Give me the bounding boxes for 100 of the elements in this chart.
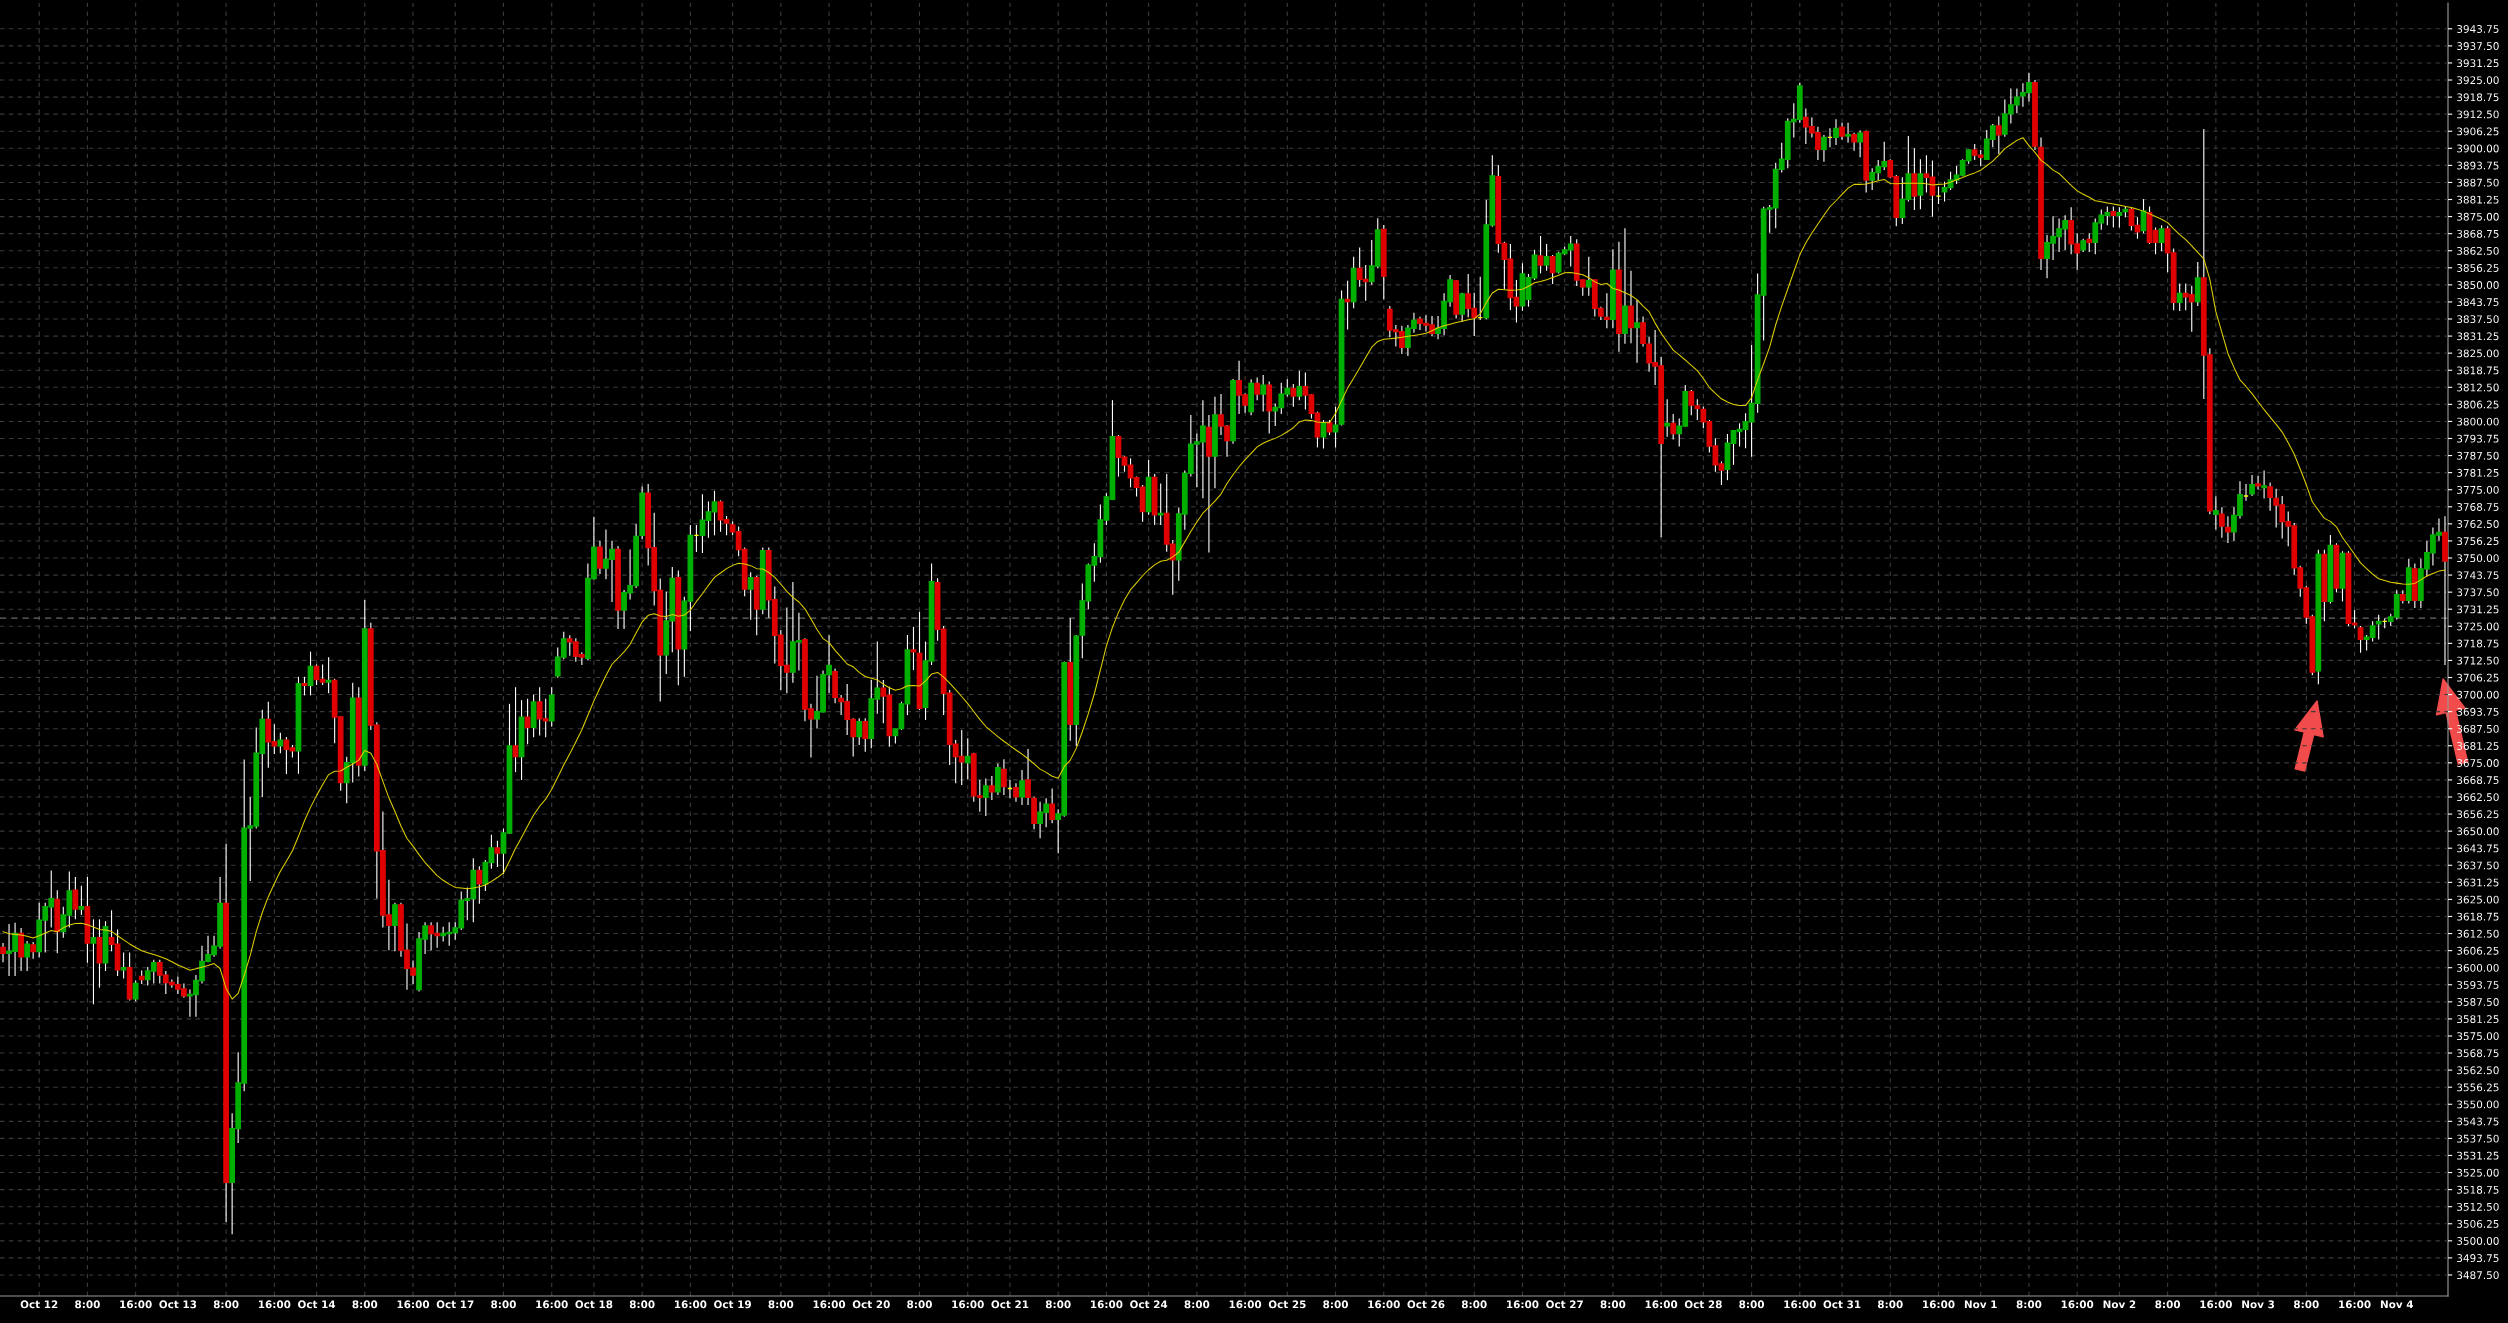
candlestick [862,717,869,753]
y-tick-label: 3706.25 [2457,673,2499,682]
x-tick-label: Oct 31 [1823,1300,1861,1309]
candlestick [1537,235,1544,274]
candlestick [325,656,332,694]
x-tick-label: 8:00 [1323,1300,1348,1309]
candlestick [1585,256,1592,297]
x-tick-label: 8:00 [2293,1300,2319,1309]
candlestick [494,840,501,868]
y-tick-label: 3606.25 [2457,946,2499,955]
y-tick-label: 3868.75 [2457,229,2499,238]
y-tick-label: 3925.00 [2457,76,2499,85]
y-tick-label: 3550.00 [2457,1100,2499,1109]
x-tick-label: 16:00 [120,1300,152,1309]
y-tick-label: 3562.50 [2457,1066,2499,1075]
x-tick-label: 8:00 [629,1300,655,1309]
candlestick [747,571,754,621]
candlestick [1670,413,1677,441]
candlestick [277,732,284,754]
x-tick-label: 16:00 [674,1300,707,1309]
x-tick-label: 8:00 [1600,1300,1626,1309]
candlestick [856,717,863,746]
candlestick [964,737,971,780]
x-tick-label: 16:00 [1507,1300,1539,1309]
y-tick-label: 3762.50 [2457,520,2499,528]
x-tick-label: 16:00 [1645,1300,1678,1309]
candlestick [24,940,30,972]
x-tick-label: 16:00 [397,1300,430,1309]
y-tick-label: 3581.25 [2457,1015,2499,1024]
x-tick-label: 16:00 [1923,1300,1955,1309]
y-tick-label: 3906.25 [2457,127,2499,136]
candlestick [18,927,24,972]
candlestick [1332,406,1339,448]
y-tick-label: 3543.75 [2457,1117,2499,1126]
x-tick-label: 16:00 [1091,1300,1123,1309]
y-tick-label: 3600.00 [2457,963,2499,972]
x-tick-label: 8:00 [1739,1300,1765,1309]
y-tick-label: 3700.00 [2457,690,2499,699]
y-tick-label: 3568.75 [2457,1049,2499,1058]
candlestick [1296,370,1303,401]
candlestick [2212,495,2219,531]
y-tick-label: 3862.50 [2457,246,2499,255]
y-tick-label: 3693.75 [2457,707,2499,716]
x-tick-label: 8:00 [768,1300,794,1309]
x-tick-label: Oct 24 [1130,1300,1168,1309]
y-tick-label: 3931.25 [2457,59,2499,68]
x-tick-label: 8:00 [1877,1300,1903,1309]
y-tick-label: 3612.50 [2457,929,2499,938]
x-tick-label: 16:00 [536,1300,568,1309]
candlestick [1664,398,1671,438]
y-tick-label: 3831.25 [2457,332,2499,341]
y-tick-label: 3843.75 [2457,298,2499,307]
candlestick [2261,470,2267,500]
y-tick-label: 3625.00 [2457,895,2499,904]
y-tick-label: 3487.50 [2457,1271,2499,1280]
y-tick-label: 3750.00 [2457,554,2499,563]
x-tick-label: 8:00 [1184,1300,1210,1309]
y-tick-label: 3918.75 [2457,93,2499,102]
x-tick-label: 16:00 [258,1300,291,1309]
y-tick-label: 3787.50 [2457,451,2499,460]
y-tick-label: 3800.00 [2457,417,2499,426]
y-tick-label: 3587.50 [2457,998,2499,1006]
x-tick-label: 8:00 [2016,1300,2042,1309]
candlestick [72,876,79,920]
x-tick-label: Oct 13 [159,1300,197,1309]
y-tick-label: 3537.50 [2457,1134,2499,1143]
x-tick-label: Oct 26 [1407,1300,1445,1309]
y-tick-label: 3712.50 [2457,656,2499,665]
candlestick [1604,292,1610,329]
y-tick-label: 3493.75 [2457,1254,2499,1262]
y-tick-label: 3850.00 [2457,281,2499,289]
candlestick [2116,206,2123,229]
candlestick [1157,482,1164,526]
candlestick [1001,758,1007,796]
y-tick-label: 3656.25 [2457,810,2499,819]
x-tick-label: 16:00 [952,1300,984,1309]
y-tick-label: 3593.75 [2457,980,2499,989]
x-tick-label: 8:00 [907,1300,932,1309]
candlestick [1845,122,1851,144]
candlestick [1049,787,1056,824]
candlestick [1857,129,1863,158]
y-tick-label: 3856.25 [2457,264,2499,272]
candlestick [2375,614,2382,640]
y-tick-label: 3793.75 [2457,434,2499,443]
candlestick [988,775,995,801]
candlestick [1260,374,1267,413]
y-tick-label: 3575.00 [2457,1032,2499,1041]
x-tick-label: Oct 25 [1268,1300,1306,1309]
candlestick [132,979,139,1002]
candlestick [392,902,398,952]
candlestick [1833,118,1839,146]
y-tick-label: 3718.75 [2457,639,2499,648]
y-tick-label: 3512.50 [2457,1202,2499,1211]
candlestick [2219,506,2225,539]
x-tick-label: 8:00 [352,1300,378,1309]
candlestick [1851,132,1857,152]
candlestick [2255,475,2261,491]
y-tick-label: 3943.75 [2457,25,2499,33]
candlestick [2086,232,2093,253]
x-tick-label: 8:00 [1045,1300,1071,1309]
